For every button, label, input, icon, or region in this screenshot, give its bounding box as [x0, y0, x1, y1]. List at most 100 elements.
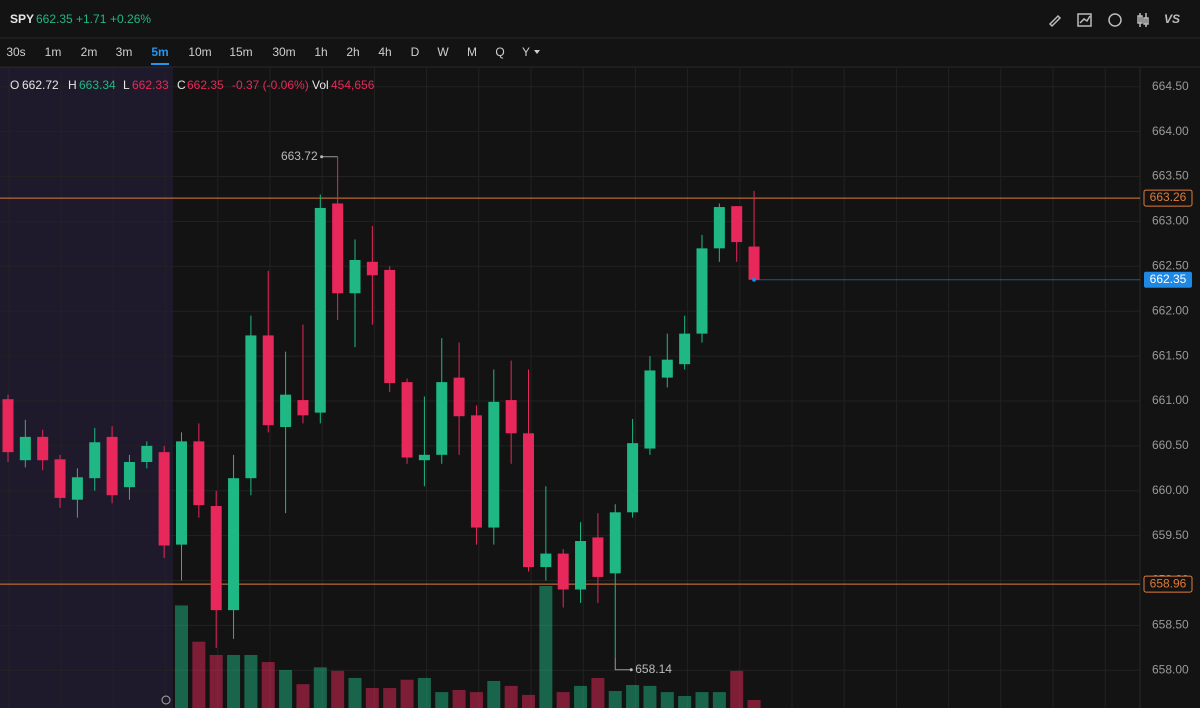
level-badge	[1143, 575, 1193, 593]
volume-bar	[400, 679, 414, 708]
volume-bar	[643, 685, 657, 708]
candle-body	[418, 454, 430, 461]
chart-icon[interactable]	[1077, 13, 1092, 27]
dropdown-arrow[interactable]	[534, 50, 540, 54]
y-tick-label: 659.50	[1152, 528, 1189, 542]
volume-bar	[608, 691, 622, 708]
candle-body	[123, 462, 135, 488]
candle-body	[106, 436, 118, 496]
legend-c-label: C	[177, 78, 186, 92]
interval[interactable]: D	[411, 45, 420, 59]
y-tick-label: 663.50	[1152, 169, 1189, 183]
price: 662.35	[36, 12, 73, 26]
interval[interactable]: M	[467, 45, 477, 59]
toolbar-icons	[1048, 13, 1149, 28]
volume-bar	[730, 670, 744, 708]
candle-body	[89, 442, 101, 479]
volume-bar	[591, 677, 605, 708]
interval[interactable]: 30m	[272, 45, 295, 59]
legend-c: 662.35	[187, 78, 224, 92]
candle-body	[696, 248, 708, 334]
candle-body	[592, 537, 604, 577]
legend-o: 662.72	[22, 78, 59, 92]
indicator-icon[interactable]	[1108, 13, 1122, 27]
interval[interactable]: 2m	[81, 45, 98, 59]
candle-body	[2, 399, 14, 453]
ohlc-legend: O 662.72 H 663.34 L 662.33 C 662.35 -0.37 (-0.06…	[10, 78, 375, 92]
annotation-label: 658.14	[635, 662, 672, 676]
interval[interactable]: 2h	[346, 45, 359, 59]
last-price-badge	[1144, 271, 1192, 288]
interval[interactable]: 15m	[229, 45, 252, 59]
grid: 658.00658.50659.00659.50660.00660.50661.…	[0, 67, 1189, 708]
session-icon[interactable]	[161, 695, 171, 705]
legend-vol: 454,656	[331, 78, 375, 92]
level-badge	[1143, 189, 1193, 207]
level-label: 663.26	[1150, 190, 1187, 204]
volume-bar	[175, 605, 188, 708]
candle-body	[141, 445, 153, 463]
volume-bar	[365, 688, 379, 708]
interval[interactable]: Y	[522, 45, 530, 59]
y-tick-label: 660.00	[1152, 483, 1189, 497]
interval[interactable]: 1m	[45, 45, 62, 59]
y-tick-label: 661.00	[1152, 393, 1189, 407]
candle-body	[54, 459, 66, 498]
volume-bar	[469, 692, 483, 708]
volume-bar	[504, 685, 518, 708]
volume-bar	[660, 692, 674, 708]
volume-bar	[435, 692, 449, 708]
last-price-dot	[752, 277, 757, 282]
interval[interactable]: W	[437, 45, 449, 59]
candle-body	[332, 203, 344, 294]
candle-body	[523, 433, 534, 568]
legend-l: 662.33	[132, 78, 169, 92]
volume-bar	[678, 695, 692, 708]
candle-body	[627, 443, 639, 513]
candle-icon[interactable]	[1137, 13, 1149, 27]
legend-h: 663.34	[79, 78, 116, 92]
candle-body	[505, 400, 517, 434]
level-label: 658.96	[1150, 576, 1187, 590]
candle-body	[436, 382, 448, 455]
annotation-label: 663.72	[281, 149, 318, 163]
premarket-shade	[0, 67, 173, 708]
compare-icon[interactable]: VS	[1164, 12, 1180, 26]
interval[interactable]: 10m	[188, 45, 211, 59]
candle-body	[314, 207, 326, 413]
interval[interactable]: 30s	[6, 45, 25, 59]
candle-body	[575, 541, 587, 590]
candle-body	[297, 400, 309, 416]
draw-icon[interactable]	[1048, 14, 1062, 28]
interval[interactable]: Q	[495, 45, 504, 59]
volume-bar	[348, 677, 362, 708]
volume-bar	[626, 685, 640, 708]
y-tick-label: 662.50	[1152, 258, 1189, 272]
volume-bar	[695, 692, 709, 708]
volume-bar	[279, 669, 293, 708]
candle-body	[71, 477, 83, 500]
interval[interactable]: 1h	[314, 45, 327, 59]
y-tick-label: 664.50	[1152, 79, 1189, 93]
y-tick-label: 664.00	[1152, 124, 1189, 138]
volume-bar	[296, 684, 310, 708]
interval[interactable]: 3m	[116, 45, 133, 59]
candle-body	[245, 335, 257, 479]
candle-body	[557, 553, 569, 590]
interval[interactable]: 5m	[151, 45, 168, 59]
volume-bar	[452, 689, 466, 708]
candle-body	[401, 382, 413, 458]
volume-bar	[227, 654, 241, 708]
candle-body	[488, 401, 500, 528]
candle-body	[193, 441, 205, 506]
symbol[interactable]: SPY	[10, 12, 34, 26]
legend-vol-label: Vol	[312, 78, 329, 92]
volume-bar	[574, 685, 588, 708]
candle-body	[644, 370, 656, 449]
volume-bar	[261, 662, 275, 708]
candle-body	[228, 478, 240, 611]
interval[interactable]: 4h	[378, 45, 391, 59]
